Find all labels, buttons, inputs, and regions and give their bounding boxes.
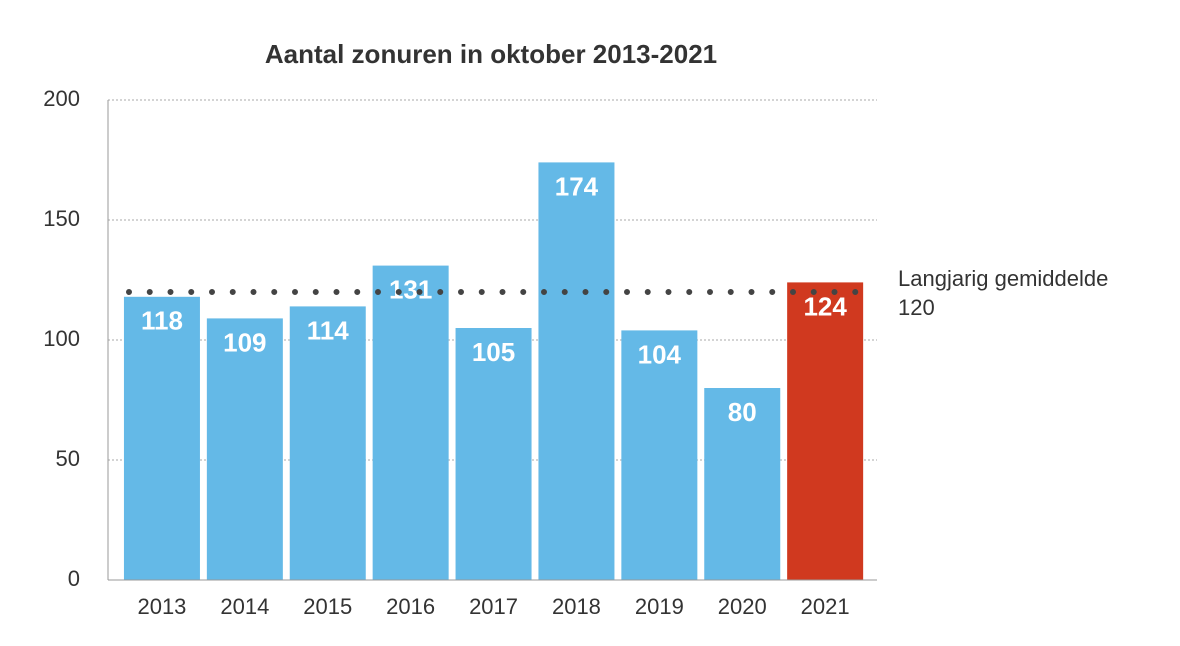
x-tick-label: 2017 — [469, 594, 518, 619]
bar — [704, 388, 781, 580]
value-label: 118 — [141, 306, 183, 336]
y-tick-label: 0 — [68, 566, 80, 591]
x-tick-label: 2015 — [303, 594, 352, 619]
x-tick-label: 2018 — [552, 594, 601, 619]
x-tick-label: 2020 — [718, 594, 767, 619]
value-label: 124 — [803, 291, 847, 321]
value-label: 174 — [555, 171, 599, 201]
x-tick-label: 2013 — [137, 594, 186, 619]
bar — [787, 282, 864, 580]
chart-title: Aantal zonuren in oktober 2013-2021 — [265, 39, 717, 69]
bar — [455, 328, 532, 580]
y-tick-label: 150 — [43, 206, 80, 231]
value-label: 104 — [638, 339, 682, 369]
value-label: 109 — [223, 327, 266, 357]
x-tick-label: 2016 — [386, 594, 435, 619]
y-tick-label: 200 — [43, 86, 80, 111]
bar — [206, 318, 283, 580]
x-tick-label: 2014 — [220, 594, 269, 619]
bar — [538, 162, 615, 580]
bar — [372, 265, 449, 580]
value-label: 105 — [472, 337, 515, 367]
reference-value: 120 — [898, 295, 935, 320]
y-tick-label: 50 — [56, 446, 80, 471]
bar — [123, 296, 200, 580]
value-label: 131 — [389, 274, 432, 304]
bar — [621, 330, 698, 580]
x-tick-label: 2019 — [635, 594, 684, 619]
reference-label: Langjarig gemiddelde — [898, 266, 1108, 291]
bar — [289, 306, 366, 580]
y-tick-label: 100 — [43, 326, 80, 351]
value-label: 80 — [728, 397, 757, 427]
value-label: 114 — [307, 315, 349, 345]
x-tick-label: 2021 — [801, 594, 850, 619]
